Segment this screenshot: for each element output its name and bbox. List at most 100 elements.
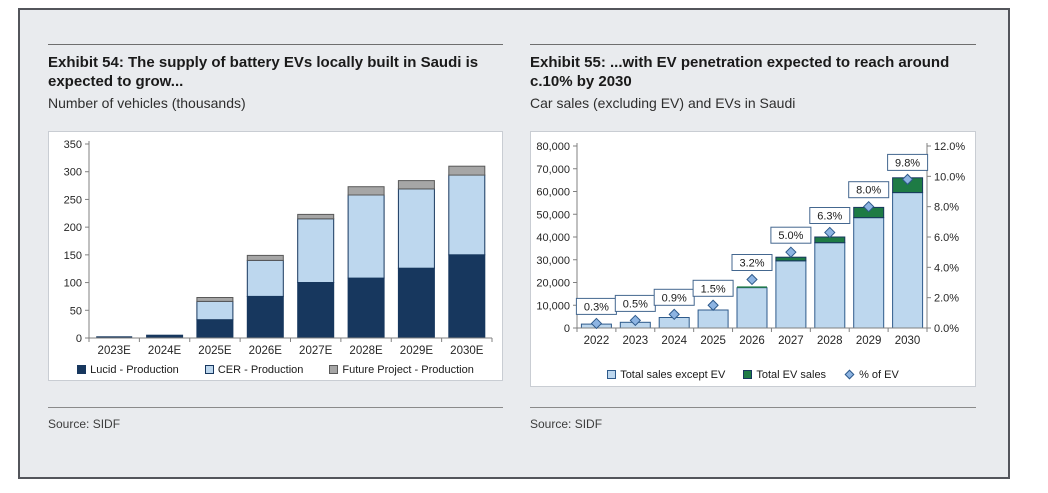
percent-label-box <box>887 154 929 172</box>
axis-tick-label: 300 <box>64 167 82 179</box>
percent-diamond-marker <box>590 318 603 330</box>
axis-tick-label: 0 <box>76 333 82 345</box>
axis-tick-label: 0.0% <box>934 323 959 335</box>
legend-label: % of EV <box>859 368 899 381</box>
top-rule <box>48 44 503 45</box>
bar-segment <box>297 218 335 284</box>
bar-segment <box>196 319 234 339</box>
exhibit55-source: Source: SIDF <box>530 417 603 432</box>
legend-swatch <box>607 370 617 380</box>
bottom-rule <box>48 407 503 409</box>
percent-diamond-marker <box>629 315 642 327</box>
exhibit54-legend: Lucid - Production CER - Production Future… <box>49 358 502 381</box>
bar-segment <box>347 186 385 196</box>
axis-tick-label: 2.0% <box>934 293 959 305</box>
bar-segment <box>697 309 729 329</box>
axis-tick-label: 10,000 <box>536 301 570 313</box>
axis-tick-label: 8.0% <box>934 202 959 214</box>
legend-label: Lucid - Production <box>90 363 179 376</box>
panel-exhibit-55: Exhibit 55: ...with EV penetration expec… <box>530 44 976 431</box>
legend-item: Lucid - Production <box>77 364 179 376</box>
axis-tick-label: 12.0% <box>934 141 965 153</box>
exhibit55-plot: 0 10,000 20,000 30,000 40,000 50,000 60,000 70,… <box>536 141 965 347</box>
exhibit54-plot: 0 50 100 150 200 250 300 350 2023E 2024E 2025E 2026… <box>64 139 493 357</box>
axis-tick-label: 50,000 <box>536 210 570 222</box>
percent-label: 8.0% <box>856 185 881 197</box>
axis-tick-label: 6.0% <box>934 232 959 244</box>
percent-label: 0.9% <box>662 293 687 305</box>
axis-tick-label: 2029E <box>400 345 434 357</box>
bar-segment <box>196 301 234 321</box>
bar-segment <box>814 242 846 329</box>
axis-tick-label: 2028E <box>349 345 383 357</box>
bar-segment <box>246 255 284 262</box>
bar-segment <box>853 217 885 329</box>
axis-tick-label: 60,000 <box>536 187 570 199</box>
legend-item: CER - Production <box>204 363 304 376</box>
bar-segment <box>246 296 284 339</box>
axis-tick-label: 2023 <box>623 335 649 347</box>
axis-tick-label: 0 <box>564 323 570 335</box>
legend-diamond-swatch <box>844 369 855 380</box>
percent-label-box <box>848 181 890 199</box>
bar-segment <box>892 192 924 329</box>
legend-label: CER - Production <box>217 363 304 376</box>
bar-segment <box>96 336 133 339</box>
legend-item: Total EV sales <box>743 369 826 381</box>
legend-label: Total EV sales <box>756 368 827 381</box>
exhibit54-chart-slot: 0 50 100 150 200 250 300 350 2023E 2024E 2025E 2026… <box>48 131 503 387</box>
bar-segment <box>347 194 385 279</box>
axis-tick-label: 10.0% <box>934 172 965 184</box>
exhibit54-chart: 0 50 100 150 200 250 300 350 2023E 2024E 2025E 2026… <box>48 131 503 382</box>
bar-segment <box>775 260 807 329</box>
percent-diamond-marker <box>785 246 797 259</box>
exhibit54-source: Source: SIDF <box>48 417 121 432</box>
percent-diamond-marker <box>707 299 719 312</box>
percent-diamond-marker <box>746 274 758 286</box>
bar-segment <box>246 260 284 298</box>
percent-diamond-marker <box>901 173 914 186</box>
axis-tick-label: 2027E <box>299 345 333 357</box>
axis-tick-label: 150 <box>64 250 82 262</box>
legend-swatch <box>329 365 339 375</box>
bar-segment <box>397 180 435 190</box>
exhibit55-legend: Total sales except EV Total EV sales % of … <box>531 362 975 387</box>
axis-tick-label: 80,000 <box>536 141 570 153</box>
axis-tick-label: 250 <box>64 195 82 207</box>
axis-tick-label: 2027 <box>778 335 804 347</box>
axis-tick-label: 350 <box>64 139 82 151</box>
legend-item: Total sales except EV <box>607 369 725 381</box>
axis-tick-label: 2025E <box>198 345 232 357</box>
exhibit55-title: Exhibit 55: ...with EV penetration expec… <box>530 54 950 90</box>
axis-tick-label: 2029 <box>856 335 882 347</box>
axis-tick-label: 100 <box>64 278 82 290</box>
bar-segment <box>397 188 435 269</box>
axis-tick-label: 2024E <box>148 345 182 357</box>
legend-label: Future Project - Production <box>342 363 474 376</box>
percent-diamond-marker <box>668 308 680 321</box>
axis-tick-label: 2022 <box>584 335 610 347</box>
percent-label-box <box>653 289 695 307</box>
bar-segment <box>347 277 385 339</box>
percent-label: 9.8% <box>895 158 920 170</box>
legend-swatch <box>77 365 87 375</box>
legend-swatch <box>204 365 214 375</box>
bar-segment <box>297 282 335 339</box>
bar-segment <box>397 267 435 339</box>
axis-tick-label: 50 <box>70 306 82 318</box>
percent-label: 6.3% <box>817 211 842 223</box>
axis-tick-label: 4.0% <box>934 263 959 275</box>
axis-tick-label: 2026E <box>249 345 283 357</box>
bar-segment <box>196 297 234 303</box>
report-frame: Exhibit 54: The supply of battery EVs lo… <box>18 8 1010 479</box>
bar-segment <box>448 174 486 256</box>
exhibit55-chart: 0 10,000 20,000 30,000 40,000 50,000 60,000 70,… <box>530 131 976 388</box>
axis-tick-label: 70,000 <box>536 164 570 176</box>
percent-diamond-marker <box>824 227 836 239</box>
exhibit-columns: Exhibit 54: The supply of battery EVs lo… <box>20 10 1008 431</box>
legend-item: % of EV <box>844 369 899 381</box>
axis-tick-label: 20,000 <box>536 278 570 290</box>
percent-label: 5.0% <box>778 230 803 242</box>
bar-segment <box>737 286 767 289</box>
